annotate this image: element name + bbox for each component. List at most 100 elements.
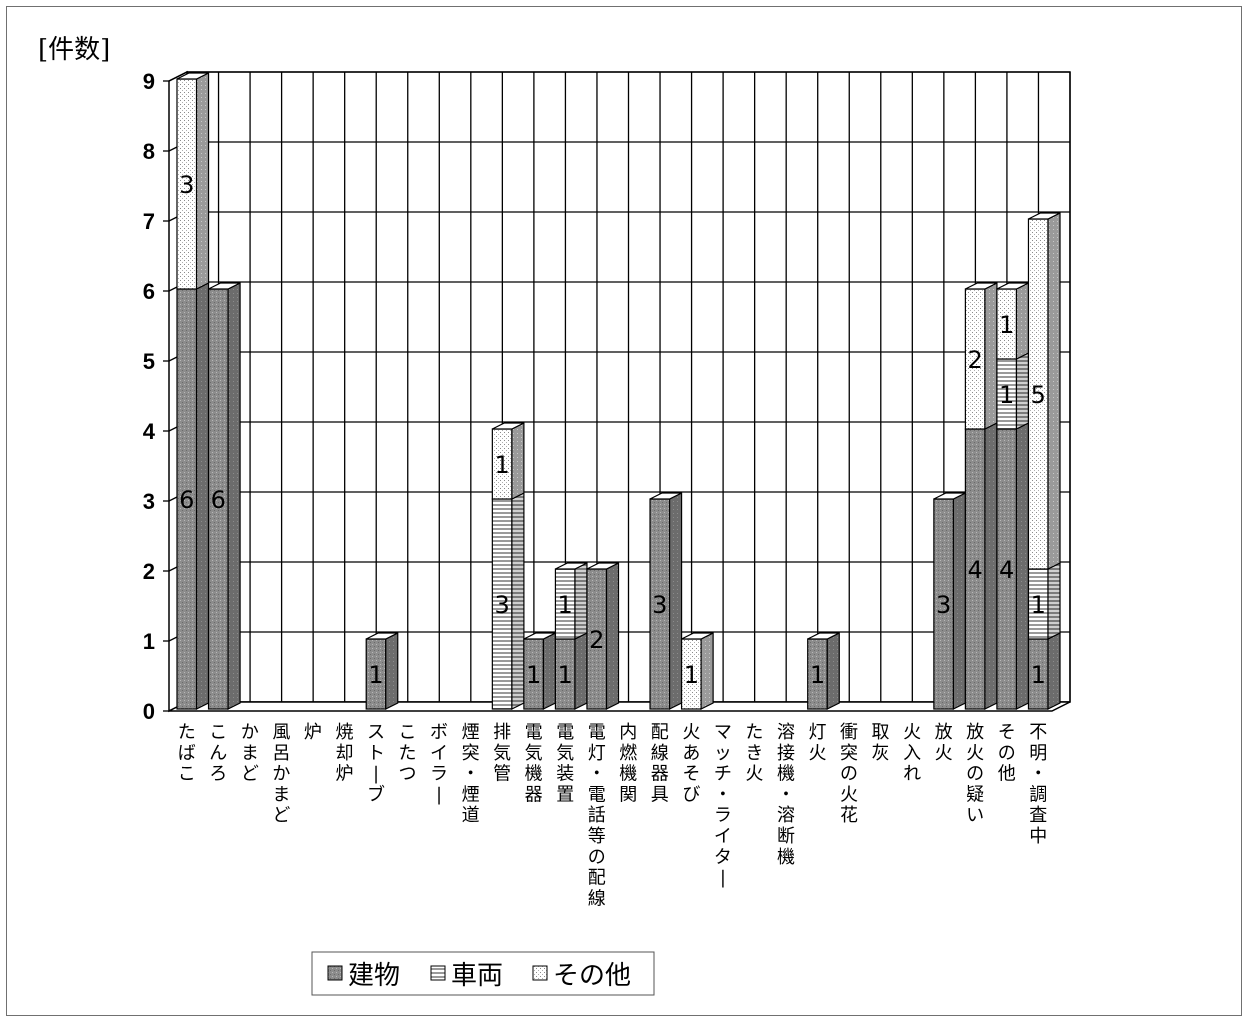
x-tick-label: 炉 (304, 722, 322, 743)
legend-label-building: 建物 (348, 961, 400, 991)
bar-side-building (385, 632, 399, 710)
data-label-building: 6 (211, 486, 226, 514)
x-tick-label: マッチ・ライタ| (714, 722, 732, 889)
bar-top (492, 422, 525, 430)
data-label-building: 2 (589, 626, 604, 654)
bar-side-building (605, 562, 620, 710)
bar-side-building (195, 282, 210, 710)
x-tick-label: ボイラ| (430, 722, 448, 805)
data-label-building: 4 (999, 556, 1014, 584)
data-label-other: 5 (1031, 381, 1046, 409)
data-label-building: 1 (558, 661, 573, 689)
data-label-building: 4 (968, 556, 983, 584)
data-label-building: 1 (368, 661, 383, 689)
chart-back-wall (168, 70, 1071, 713)
bar-side-building (1047, 632, 1061, 710)
bar-side-other (1015, 282, 1030, 360)
bar-side-building (984, 422, 998, 710)
y-tick-label: 8 (143, 139, 155, 164)
x-tick-label: 放火 (935, 722, 953, 764)
x-tick-label: こんろ (209, 722, 227, 785)
x-tick-label: 不明・調査中 (1029, 722, 1047, 847)
bar-side-building (574, 632, 588, 710)
bar-side-vehicle (1015, 352, 1030, 430)
x-tick-label: 焼却炉 (335, 722, 353, 785)
legend-box (311, 951, 655, 996)
bar-top (208, 282, 241, 290)
data-label-building: 6 (179, 486, 194, 514)
bar-side-building (952, 492, 967, 710)
x-tick-label: 煙突・煙道 (462, 722, 480, 826)
bar-side-other (1047, 212, 1061, 570)
y-tick-label: 1 (143, 629, 155, 654)
x-tick-label: 灯火 (808, 722, 826, 764)
data-label-other: 1 (494, 451, 509, 479)
bar-side-other (195, 72, 210, 290)
bar-top (365, 632, 399, 640)
x-tick-label: 配線器具 (651, 722, 669, 805)
x-tick-label: 火入れ (903, 722, 921, 785)
bar-side-building (668, 492, 683, 710)
y-tick-label: 9 (143, 69, 155, 94)
data-label-other: 2 (968, 346, 983, 374)
x-tick-label: 衝突の火花 (840, 722, 858, 826)
bar-top (586, 562, 619, 570)
x-tick-label: たき火 (745, 722, 763, 785)
legend-label-other: その他 (553, 961, 631, 991)
data-label-vehicle: 1 (999, 381, 1014, 409)
data-label-building: 1 (1031, 661, 1046, 689)
data-label-other: 3 (179, 171, 194, 199)
data-label-other: 1 (999, 311, 1014, 339)
data-label-building: 3 (936, 591, 951, 619)
y-tick-label: 2 (143, 559, 155, 584)
x-tick-label: たばこ (178, 722, 196, 785)
bar-top (965, 282, 998, 290)
bar-side-building (542, 632, 557, 710)
data-label-vehicle: 1 (1031, 591, 1046, 619)
bar-top (649, 492, 682, 500)
bar-side-building (1015, 422, 1030, 710)
y-tick-label: 3 (143, 489, 155, 514)
x-tick-label: 風呂かまど (272, 722, 290, 826)
x-tick-label: こたつ (399, 722, 417, 785)
y-tick-label: 5 (143, 349, 155, 374)
bar-side-vehicle (574, 562, 588, 640)
y-tick-label: 0 (143, 699, 155, 724)
legend-swatch-building (327, 965, 343, 981)
y-tick-label: 6 (143, 279, 155, 304)
bar-side-other (700, 632, 714, 710)
x-tick-label: 内燃機関 (619, 722, 637, 805)
bar-side-vehicle (1047, 562, 1061, 640)
y-tick-labels: 0 1 2 3 4 5 6 7 8 9 (143, 69, 156, 724)
x-tick-label: 電気機器 (525, 722, 543, 805)
legend-label-vehicle: 車両 (451, 961, 503, 991)
x-tick-label: 放火の疑い (966, 722, 984, 826)
bar-side-vehicle (511, 492, 525, 710)
bar-side-building (227, 282, 241, 710)
data-label-vehicle: 3 (494, 591, 509, 619)
x-tick-label: 電灯・電話等の配線 (588, 722, 606, 909)
x-tick-label: 電気装置 (556, 722, 574, 805)
data-label-vehicle: 1 (558, 591, 573, 619)
bar-side-other (984, 282, 998, 430)
y-tick-label: 7 (143, 209, 155, 234)
y-gridline-depth (168, 71, 188, 82)
data-label-building: 3 (652, 591, 667, 619)
x-tick-label: 取灰 (872, 722, 890, 764)
legend-swatch-vehicle (430, 965, 446, 981)
legend-swatch-other (532, 965, 548, 981)
bar-top (176, 72, 209, 80)
bar-side-building (826, 632, 840, 710)
chart-frame (6, 6, 1242, 1016)
data-label-building: 1 (810, 661, 825, 689)
bar-side-other (511, 422, 525, 500)
bar-top (555, 562, 588, 570)
x-tick-label: 溶接機・溶断機 (777, 722, 795, 868)
y-axis-label: [件数] (38, 35, 110, 65)
bar-top (1028, 212, 1061, 220)
x-tick-label: スト|ブ (367, 722, 385, 805)
x-tick-label: その他 (998, 722, 1016, 785)
